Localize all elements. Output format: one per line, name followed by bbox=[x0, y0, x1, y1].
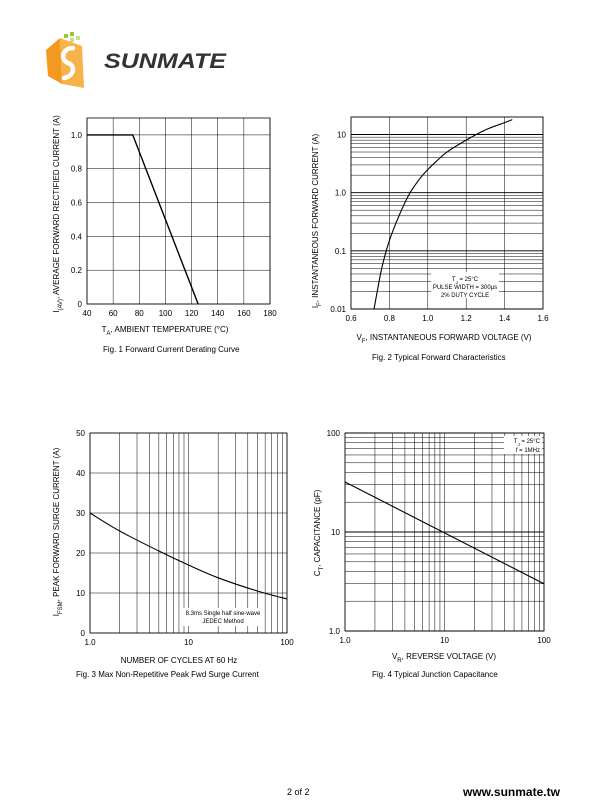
fig1-xtick-label: 180 bbox=[263, 309, 277, 318]
fig2-plot-frame bbox=[350, 116, 544, 310]
fig1-ytick-label: 1.0 bbox=[71, 131, 83, 140]
fig3-ylabel: IFSM, PEAK FORWARD SURGE CURRENT (A) bbox=[52, 447, 64, 616]
fig1-plot-frame bbox=[86, 117, 271, 305]
svg-text:TJ = 25°C: TJ = 25°C bbox=[514, 439, 541, 447]
fig4-ylabel: CT, CAPACITANCE (pF) bbox=[313, 489, 325, 576]
fig4-annotation: TJ = 25°C f = 1MHz bbox=[504, 436, 542, 454]
fig4-ytick-label: 100 bbox=[327, 429, 341, 438]
fig2-ytick-label: 10 bbox=[337, 131, 346, 140]
svg-text:PULSE WIDTH = 300μs: PULSE WIDTH = 300μs bbox=[433, 285, 497, 291]
fig4-ytick-label: 10 bbox=[331, 528, 340, 537]
fig2-xlabel: VF, INSTANTANEOUS FORWARD VOLTAGE (V) bbox=[356, 333, 531, 345]
fig1-ytick-label: 0.6 bbox=[71, 199, 83, 208]
fig1-xlabel: TA, AMBIENT TEMPERATURE (°C) bbox=[102, 325, 229, 337]
fig1-ytick-label: 0.2 bbox=[71, 266, 83, 275]
fig2-xtick-label: 0.6 bbox=[345, 314, 357, 323]
fig1-ylabel: I(AV), AVERAGE FORWARD RECTIFIED CURRENT… bbox=[52, 115, 64, 313]
fig3-ytick-label: 0 bbox=[81, 629, 86, 638]
fig1-ytick-label: 0.4 bbox=[71, 232, 83, 241]
svg-text:f = 1MHz: f = 1MHz bbox=[516, 448, 540, 454]
fig2-xtick-label: 0.8 bbox=[384, 314, 396, 323]
fig1-series-line-0 bbox=[87, 134, 199, 305]
logo-wordmark: SUNMATE bbox=[104, 50, 227, 73]
fig3-ytick-label: 30 bbox=[76, 509, 85, 518]
fig2-caption: Fig. 2 Typical Forward Characteristics bbox=[372, 353, 506, 362]
page-number: 2 of 2 bbox=[287, 787, 310, 797]
fig3-caption: Fig. 3 Max Non-Repetitive Peak Fwd Surge… bbox=[76, 670, 259, 679]
fig2-annotation: TJ = 25°C PULSE WIDTH = 300μs 2% DUTY CY… bbox=[431, 272, 499, 299]
fig2-xtick-label: 1.4 bbox=[499, 314, 511, 323]
fig2-ytick-label: 0.01 bbox=[330, 305, 346, 314]
fig3-annotation: 8.3ms Single half sine-wave JEDEC Method bbox=[183, 608, 263, 626]
fig3-plot-frame bbox=[89, 432, 288, 634]
sunmate-logo: SUNMATE bbox=[46, 32, 227, 88]
fig4-plot-frame bbox=[344, 432, 545, 632]
fig3-xtick-label: 100 bbox=[280, 638, 294, 647]
fig1-xtick-label: 140 bbox=[211, 309, 225, 318]
fig4-xtick-label: 10 bbox=[440, 636, 449, 645]
fig1-ytick-label: 0.8 bbox=[71, 165, 83, 174]
fig2-ylabel: IF, INSTANTANEOUS FORWARD CURRENT (A) bbox=[311, 133, 323, 308]
website-link[interactable]: www.sunmate.tw bbox=[463, 785, 560, 799]
fig3-xlabel: NUMBER OF CYCLES AT 60 Hz bbox=[121, 656, 238, 665]
fig1-xtick-label: 40 bbox=[83, 309, 92, 318]
fig2-xtick-label: 1.6 bbox=[537, 314, 549, 323]
fig1-xtick-label: 80 bbox=[135, 309, 144, 318]
svg-text:JEDEC Method: JEDEC Method bbox=[202, 619, 243, 625]
fig3-xtick-label: 10 bbox=[184, 638, 193, 647]
fig2-xtick-label: 1.0 bbox=[422, 314, 434, 323]
fig4-ytick-label: 1.0 bbox=[329, 627, 341, 636]
fig2-series-line-0 bbox=[373, 119, 513, 310]
fig1-xtick-label: 100 bbox=[159, 309, 173, 318]
fig3-ytick-label: 10 bbox=[76, 589, 85, 598]
fig1-xtick-label: 60 bbox=[109, 309, 118, 318]
fig4-series-line-0 bbox=[344, 481, 545, 585]
fig3-ytick-label: 40 bbox=[76, 469, 85, 478]
fig1-caption: Fig. 1 Forward Current Derating Curve bbox=[103, 345, 240, 354]
fig4-caption: Fig. 4 Typical Junction Capacitance bbox=[372, 670, 498, 679]
fig1-ytick-label: 0 bbox=[78, 300, 83, 309]
fig4-xlabel: VR, REVERSE VOLTAGE (V) bbox=[392, 652, 496, 664]
svg-text:8.3ms Single half sine-wave: 8.3ms Single half sine-wave bbox=[186, 611, 261, 617]
fig2-ytick-label: 0.1 bbox=[335, 247, 347, 256]
fig2-ytick-label: 1.0 bbox=[335, 189, 347, 198]
logo-mark bbox=[46, 32, 84, 88]
fig3-xtick-label: 1.0 bbox=[84, 638, 96, 647]
fig1-xtick-label: 120 bbox=[185, 309, 199, 318]
fig3-ytick-label: 20 bbox=[76, 549, 85, 558]
svg-text:TJ = 25°C: TJ = 25°C bbox=[452, 277, 479, 285]
fig2-xtick-label: 1.2 bbox=[461, 314, 473, 323]
fig3-series-line-0 bbox=[89, 512, 288, 600]
fig1-xtick-label: 160 bbox=[237, 309, 251, 318]
fig4-xtick-label: 1.0 bbox=[339, 636, 351, 645]
fig3-ytick-label: 50 bbox=[76, 429, 85, 438]
fig4-xtick-label: 100 bbox=[537, 636, 551, 645]
svg-text:2% DUTY CYCLE: 2% DUTY CYCLE bbox=[441, 293, 489, 299]
